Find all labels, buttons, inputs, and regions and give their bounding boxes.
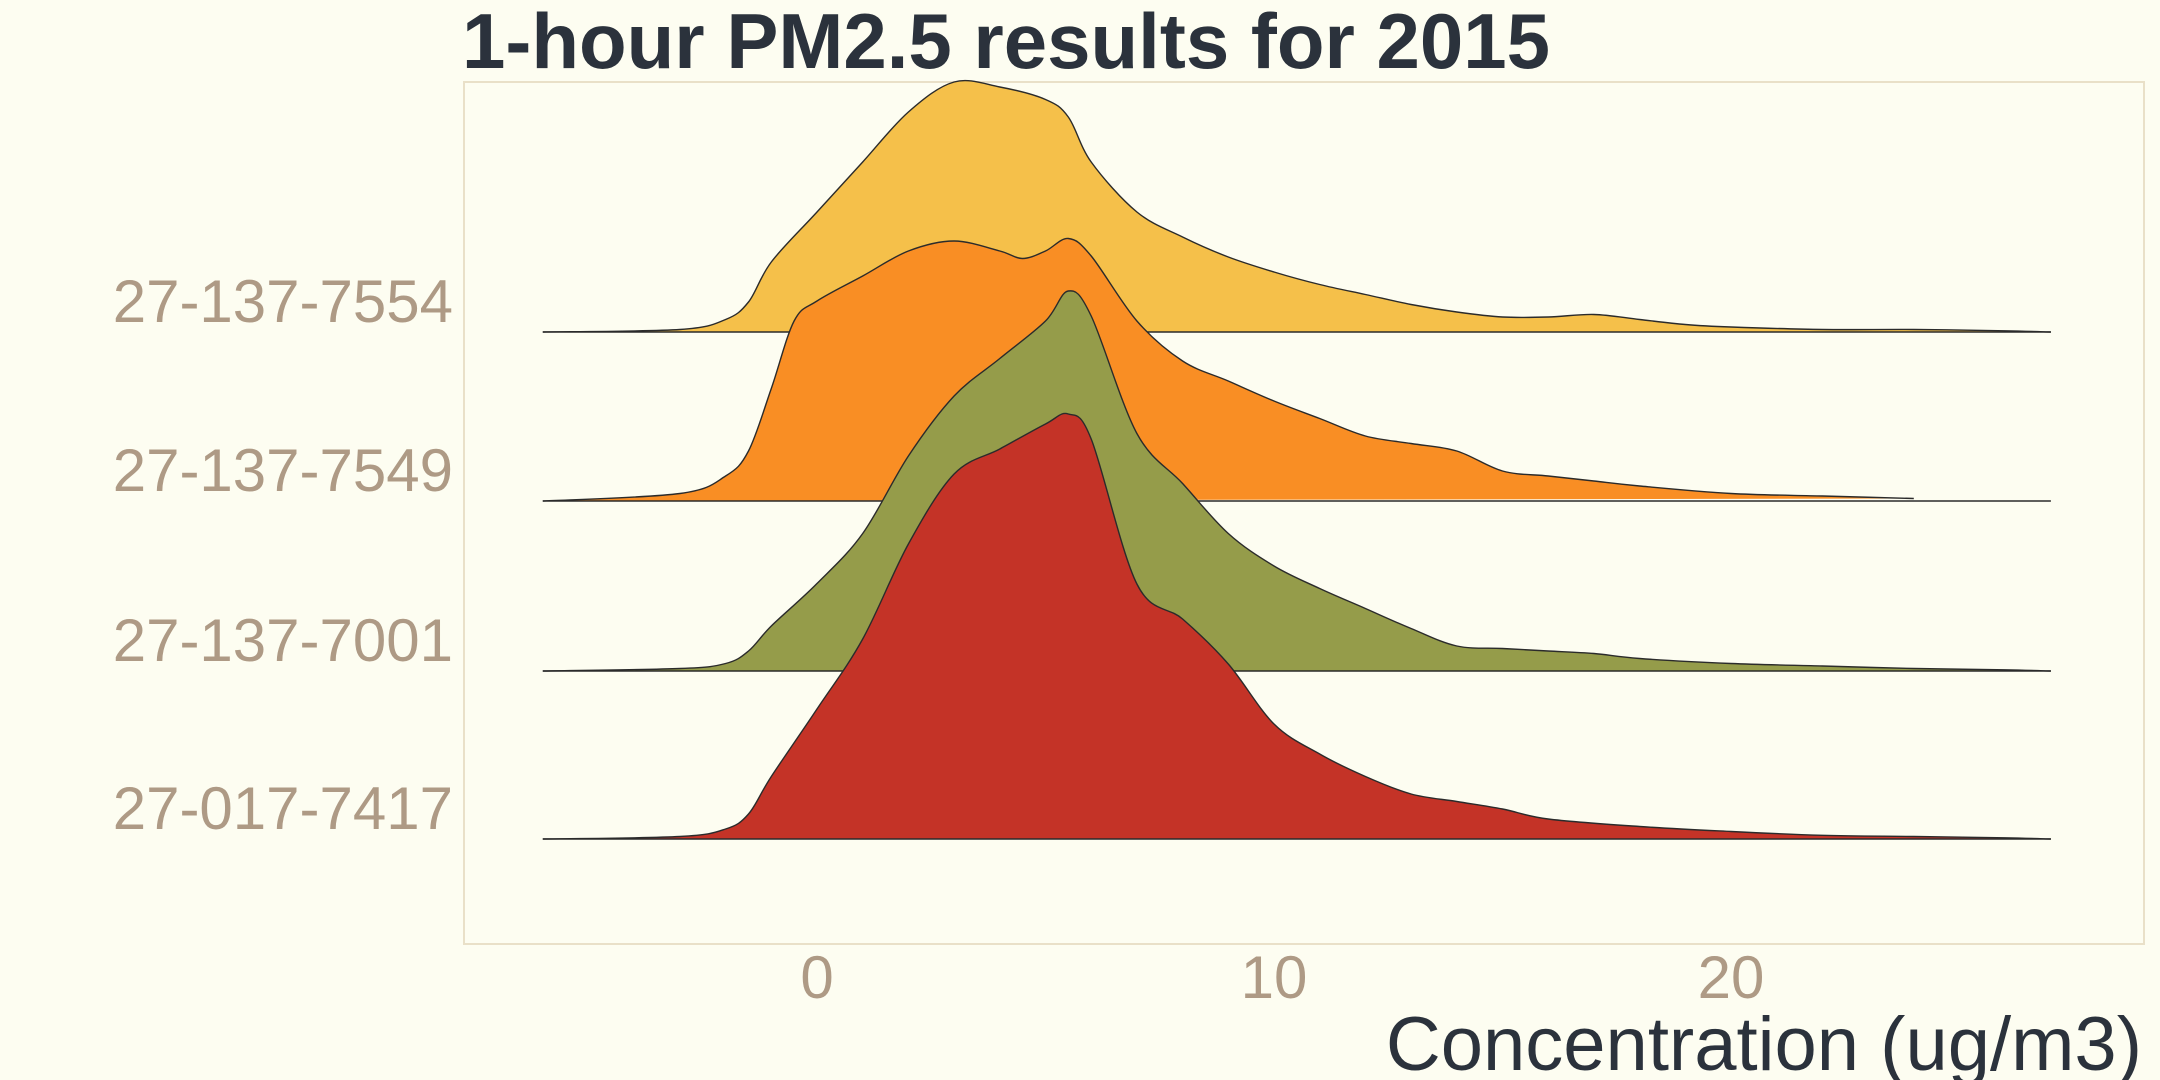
x-tick-label-10: 10 xyxy=(1241,944,1308,1011)
x-axis-ticks: 0 10 20 xyxy=(800,944,1764,1011)
chart-title: 1-hour PM2.5 results for 2015 xyxy=(462,0,1551,85)
ridge-area-27-017-7417 xyxy=(542,413,2051,839)
ridge-outline-27-137-7549 xyxy=(542,237,1914,502)
ridge-outline-27-017-7417 xyxy=(542,412,2051,840)
panel-border xyxy=(463,81,2145,945)
ridge-area-27-137-7549 xyxy=(542,238,1914,501)
y-label-27-137-7549: 27-137-7549 xyxy=(113,437,453,504)
ridges-group xyxy=(542,79,2051,840)
y-label-27-137-7001: 27-137-7001 xyxy=(113,607,453,674)
ridge-outline-27-137-7554 xyxy=(542,79,2051,333)
ridge-outline-27-137-7001 xyxy=(542,290,2051,672)
y-label-27-137-7554: 27-137-7554 xyxy=(113,268,453,335)
x-axis-label: Concentration (ug/m3) xyxy=(1386,1002,2142,1080)
ridge-area-27-137-7554 xyxy=(542,80,2051,332)
y-label-27-017-7417: 27-017-7417 xyxy=(113,775,453,842)
x-tick-label-20: 20 xyxy=(1698,944,1765,1011)
y-axis-labels: 27-137-7554 27-137-7549 27-137-7001 27-017-… xyxy=(113,268,453,842)
x-tick-label-0: 0 xyxy=(800,944,833,1011)
